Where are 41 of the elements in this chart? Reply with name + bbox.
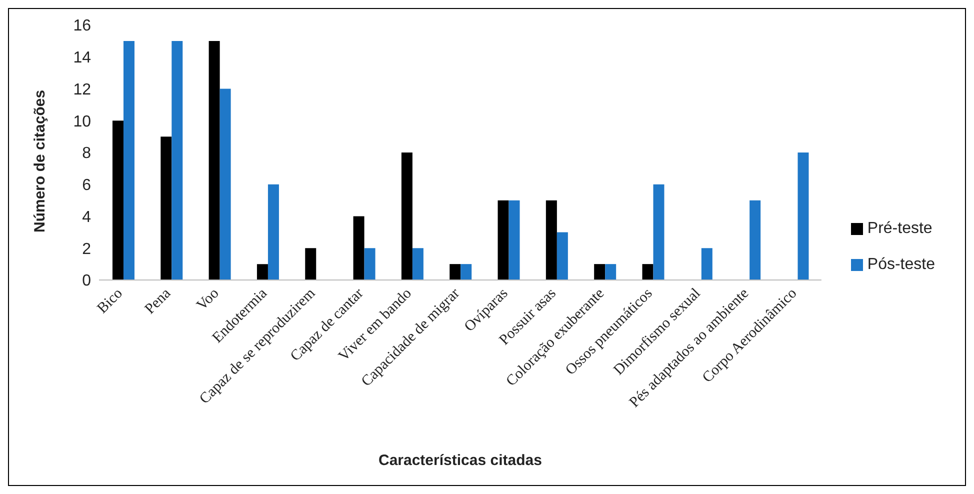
bar bbox=[220, 88, 231, 280]
x-tick-label: Pena bbox=[142, 285, 174, 318]
bar bbox=[642, 264, 654, 280]
y-tick-label: 6 bbox=[82, 177, 92, 194]
bar bbox=[450, 264, 461, 280]
bar bbox=[401, 152, 412, 280]
y-tick-label: 14 bbox=[73, 50, 92, 67]
y-axis-title: Número de citações bbox=[31, 90, 48, 232]
bar bbox=[653, 184, 664, 280]
bar bbox=[364, 248, 376, 280]
bar bbox=[750, 200, 761, 280]
bar bbox=[701, 248, 712, 280]
bar bbox=[546, 200, 557, 280]
bar bbox=[498, 200, 509, 280]
bar bbox=[798, 152, 809, 280]
bar bbox=[556, 232, 568, 280]
bar bbox=[508, 200, 520, 280]
bar bbox=[160, 136, 172, 280]
bar bbox=[268, 184, 279, 280]
bar bbox=[594, 264, 606, 280]
y-tick-label: 0 bbox=[82, 272, 92, 290]
bar bbox=[256, 264, 268, 280]
bar bbox=[172, 40, 183, 280]
x-axis-title: Características citadas bbox=[378, 452, 542, 469]
bar bbox=[112, 120, 124, 280]
bar bbox=[208, 40, 220, 280]
y-tick-label: 12 bbox=[73, 81, 92, 98]
y-tick-label: 4 bbox=[82, 208, 92, 226]
y-tick-label: 16 bbox=[73, 18, 92, 35]
y-tick-label: 10 bbox=[73, 113, 92, 130]
x-tick-label: Bico bbox=[94, 286, 126, 317]
bar bbox=[605, 264, 616, 280]
bar bbox=[305, 248, 316, 280]
bar bbox=[412, 248, 424, 280]
bar bbox=[353, 216, 364, 280]
y-tick-label: 8 bbox=[82, 145, 92, 162]
y-tick-label: 2 bbox=[82, 240, 92, 258]
bar bbox=[123, 40, 134, 280]
bar bbox=[460, 264, 472, 280]
legend-label: Pós-teste bbox=[867, 256, 935, 273]
legend-label: Pré-teste bbox=[867, 220, 932, 237]
